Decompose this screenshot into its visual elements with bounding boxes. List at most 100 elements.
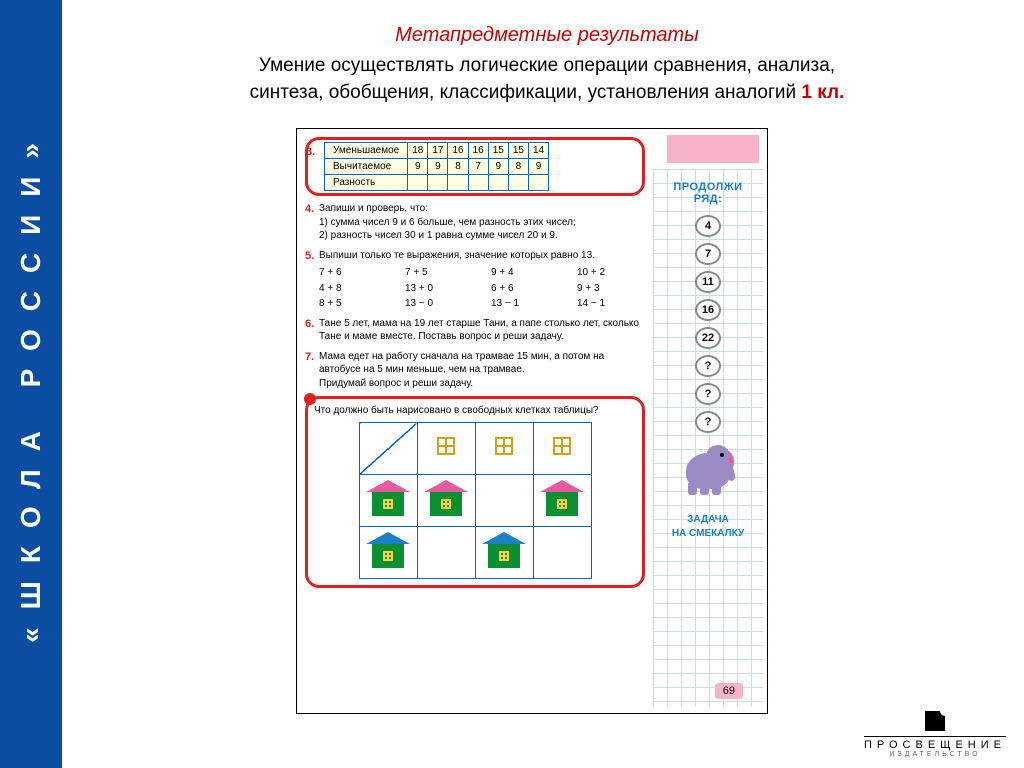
table-cell: 9 <box>408 159 428 175</box>
sequence-list: 4 7 11 16 22??? <box>653 215 763 433</box>
ex4-lead: Запиши и проверь, что: <box>319 203 428 214</box>
cell-house <box>359 527 417 579</box>
header: Метапредметные результаты Умение осущест… <box>100 24 994 106</box>
right-column: ПРОДОЛЖИ РЯД: 4 7 11 16 22??? ЗАДАЧА НА СМЕК… <box>653 129 763 707</box>
sequence-bubble: 22 <box>695 327 721 349</box>
table-cell: 16 <box>468 143 488 159</box>
cell-house <box>533 475 591 527</box>
ex7-sub: Придумай вопрос и реши задачу. <box>319 378 473 389</box>
header-title: Метапредметные результаты <box>100 24 994 47</box>
table-cell <box>528 175 548 191</box>
header-subtitle: Умение осуществлять логические операции … <box>100 53 994 106</box>
textbook-page: 3. Уменьшаемое18171616151514Вычитаемое99… <box>296 128 768 714</box>
table-cell <box>448 175 468 191</box>
house-icon <box>366 532 410 568</box>
table-cell: 15 <box>508 143 528 159</box>
window-icon <box>437 437 455 455</box>
puzzle-title: ЗАДАЧА НА СМЕКАЛКУ <box>653 513 763 541</box>
cell-window <box>475 423 533 475</box>
publisher-logo: ПРОСВЕЩЕНИЕ ИЗДАТЕЛЬСТВО <box>864 708 1006 758</box>
table-cell: 7 <box>468 159 488 175</box>
expression-cell: 13 + 0 <box>405 282 473 296</box>
header-sub-1: Умение осуществлять логические операции … <box>259 55 835 76</box>
table-cell <box>488 175 508 191</box>
house-icon <box>424 480 468 516</box>
cell-window <box>417 423 475 475</box>
table-cell: 9 <box>488 159 508 175</box>
table-row-label: Вычитаемое <box>325 159 408 175</box>
window-icon <box>495 437 513 455</box>
table-cell: 9 <box>428 159 448 175</box>
cell-diag <box>359 423 417 475</box>
house-icon <box>482 532 526 568</box>
ex5-lead: Выпиши только те выражения, значение кот… <box>319 250 595 261</box>
left-column: 3. Уменьшаемое18171616151514Вычитаемое99… <box>305 137 645 588</box>
cell-house <box>475 527 533 579</box>
cell-house <box>359 475 417 527</box>
subtraction-table: Уменьшаемое18171616151514Вычитаемое99879… <box>324 142 549 191</box>
sidebar-title: «ШКОЛА РОССИИ» <box>15 125 47 643</box>
page-number: 69 <box>715 683 743 699</box>
ex8-text: Что должно быть нарисовано в свободных к… <box>314 405 636 416</box>
expression-cell: 9 + 3 <box>577 282 645 296</box>
sequence-bubble: 4 <box>695 215 721 237</box>
sequence-bubble: 11 <box>695 271 721 293</box>
table-cell: 18 <box>408 143 428 159</box>
expression-cell: 7 + 5 <box>405 266 473 280</box>
exercise-3: 3. Уменьшаемое18171616151514Вычитаемое99… <box>305 137 645 196</box>
sequence-bubble: 16 <box>695 299 721 321</box>
expression-cell: 9 + 4 <box>491 266 559 280</box>
sequence-bubble: ? <box>695 411 721 433</box>
table-cell: 17 <box>428 143 448 159</box>
expression-cell: 13 − 1 <box>491 297 559 311</box>
elephant-icon <box>678 443 738 495</box>
ex3-num: 3. <box>306 146 315 158</box>
expression-grid: 7 + 67 + 59 + 410 + 24 + 813 + 06 + 69 +… <box>319 266 645 311</box>
table-cell: 15 <box>488 143 508 159</box>
table-cell <box>508 175 528 191</box>
exercise-8: Что должно быть нарисовано в свободных к… <box>305 396 645 588</box>
cell-house <box>417 475 475 527</box>
house-icon <box>540 480 584 516</box>
cell-empty <box>475 475 533 527</box>
exercise-7: 7. Мама едет на работу сначала на трамва… <box>305 350 645 391</box>
cell-window <box>533 423 591 475</box>
expression-cell: 14 − 1 <box>577 297 645 311</box>
expression-cell: 10 + 2 <box>577 266 645 280</box>
header-sub-2: синтеза, обобщения, классификации, устан… <box>250 82 802 103</box>
ex6-text: Тане 5 лет, мама на 19 лет старше Тани, … <box>319 318 639 343</box>
bullet-icon <box>304 393 316 405</box>
ex7-num: 7. <box>305 350 314 365</box>
ex7-text: Мама едет на работу сначала на трамвае 1… <box>319 351 604 376</box>
table-cell: 8 <box>508 159 528 175</box>
window-icon <box>553 437 571 455</box>
table-cell <box>408 175 428 191</box>
exercise-5: 5. Выпиши только те выражения, значение … <box>305 249 645 311</box>
ex4-num: 4. <box>305 202 314 217</box>
expression-cell: 7 + 6 <box>319 266 387 280</box>
table-cell: 8 <box>448 159 468 175</box>
exercise-4: 4. Запиши и проверь, что: 1) сумма чисел… <box>305 202 645 243</box>
ex4-l1: 1) сумма чисел 9 и 6 больше, чем разност… <box>319 217 576 228</box>
sequence-bubble: ? <box>695 383 721 405</box>
sequence-bubble: 7 <box>695 243 721 265</box>
ex5-num: 5. <box>305 249 314 264</box>
grid-background: ПРОДОЛЖИ РЯД: 4 7 11 16 22??? ЗАДАЧА НА СМЕК… <box>653 169 763 707</box>
table-cell: 9 <box>528 159 548 175</box>
cell-empty <box>417 527 475 579</box>
publisher-icon <box>922 708 948 734</box>
pink-tab <box>667 135 759 163</box>
publisher-sub: ИЗДАТЕЛЬСТВО <box>864 751 1006 758</box>
table-row-label: Уменьшаемое <box>325 143 408 159</box>
table-cell <box>468 175 488 191</box>
expression-cell: 4 + 8 <box>319 282 387 296</box>
sequence-bubble: ? <box>695 355 721 377</box>
sequence-title: ПРОДОЛЖИ РЯД: <box>653 181 763 205</box>
table-cell <box>428 175 448 191</box>
cell-empty <box>533 527 591 579</box>
table-cell: 16 <box>448 143 468 159</box>
header-grade: 1 кл. <box>801 82 844 103</box>
sidebar: «ШКОЛА РОССИИ» <box>0 0 62 768</box>
publisher-name: ПРОСВЕЩЕНИЕ <box>864 736 1006 751</box>
ex6-num: 6. <box>305 317 314 332</box>
